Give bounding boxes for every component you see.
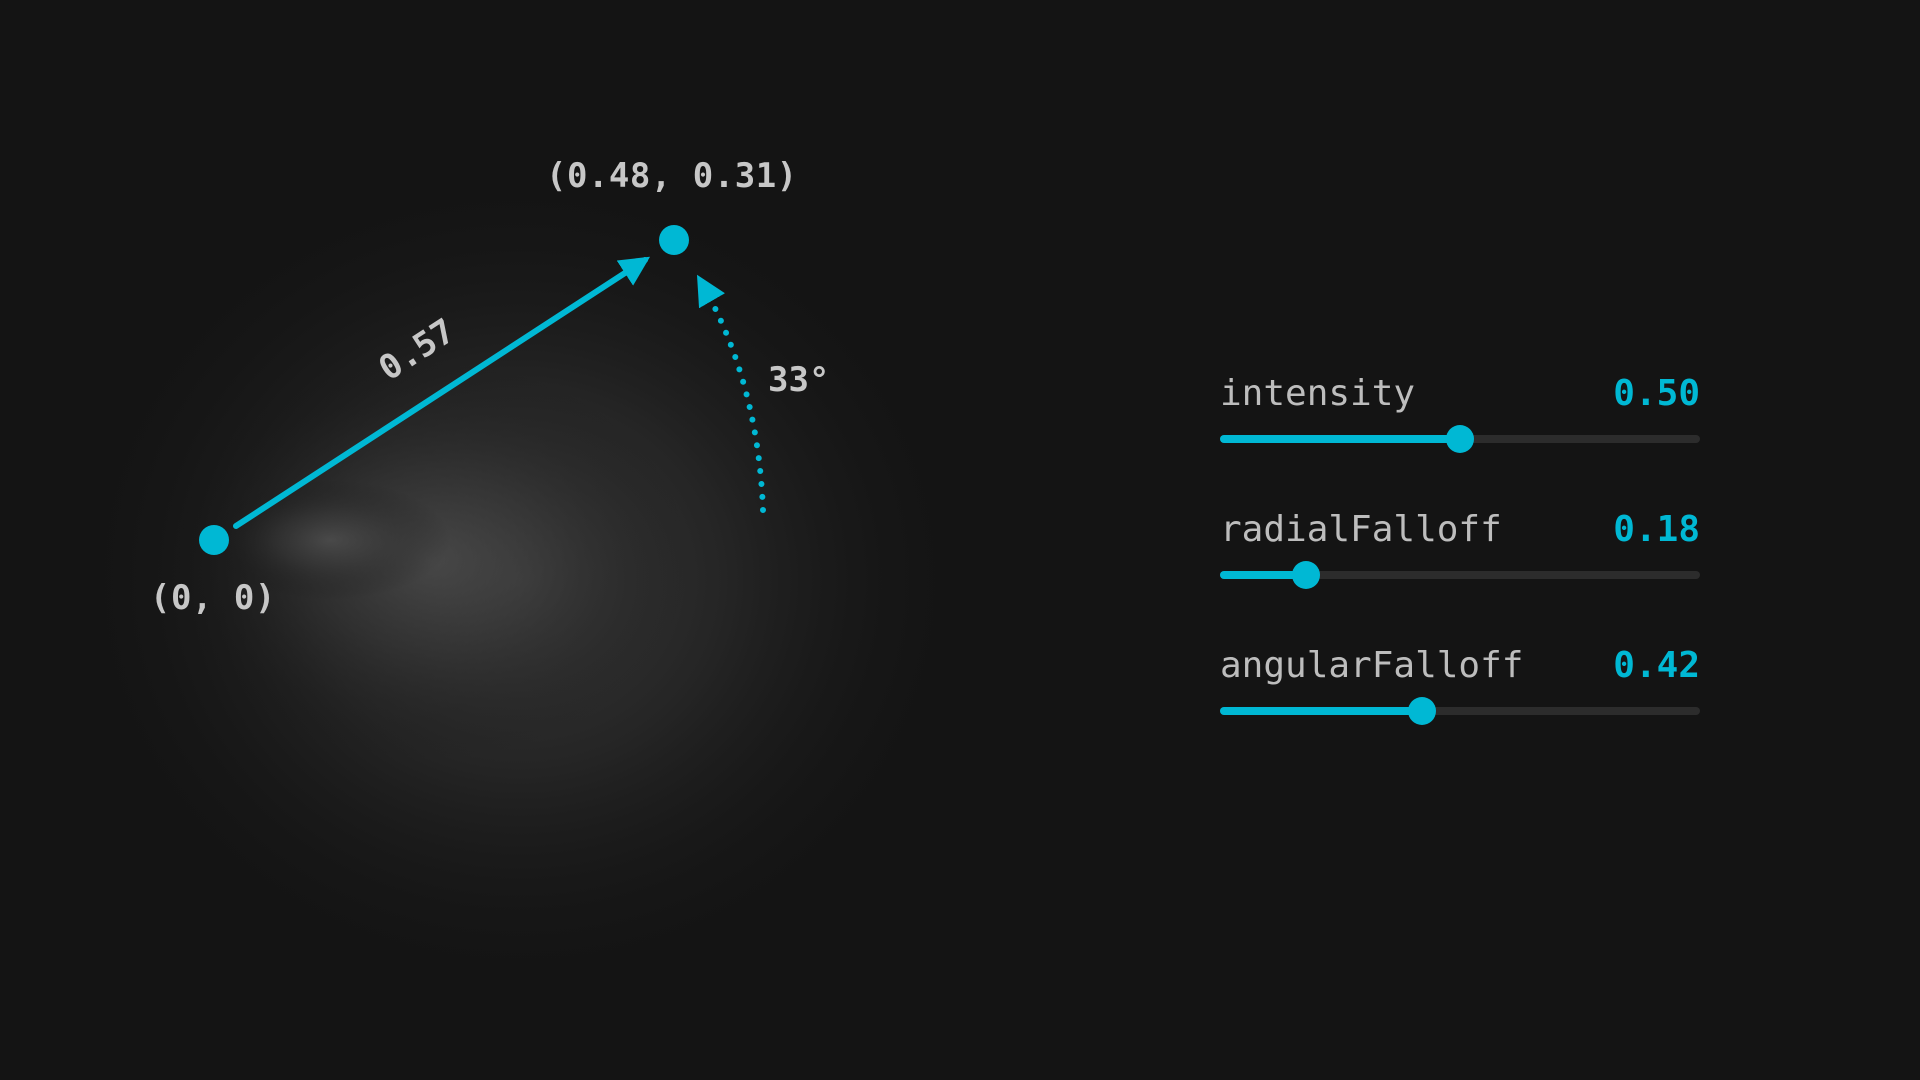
radial-falloff-slider-thumb[interactable] (1292, 561, 1321, 589)
radial-falloff-label: radialFalloff (1220, 509, 1502, 550)
angular-falloff-slider-fill (1220, 707, 1422, 715)
angle-value-label: 33° (768, 360, 830, 400)
intensity-label: intensity (1220, 373, 1416, 414)
intensity-control: intensity 0.50 (1220, 372, 1700, 508)
origin-handle[interactable] (199, 525, 229, 555)
radial-falloff-slider-fill (1220, 571, 1307, 579)
angular-falloff-slider[interactable] (1220, 697, 1700, 725)
intensity-slider-thumb[interactable] (1446, 425, 1474, 453)
radial-falloff-value: 0.18 (1613, 509, 1700, 550)
angular-falloff-label: angularFalloff (1220, 645, 1524, 686)
radial-falloff-control: radialFalloff 0.18 (1220, 508, 1700, 644)
angular-falloff-slider-thumb[interactable] (1407, 697, 1436, 725)
intensity-slider[interactable] (1220, 425, 1700, 453)
target-coordinate-label: (0.48, 0.31) (546, 156, 798, 196)
intensity-value: 0.50 (1613, 373, 1700, 414)
intensity-slider-fill (1220, 435, 1460, 443)
angular-falloff-control: angularFalloff 0.42 (1220, 644, 1700, 780)
light-falloff-glow (60, 160, 980, 1000)
radial-falloff-slider[interactable] (1220, 561, 1700, 589)
angular-falloff-value: 0.42 (1613, 645, 1700, 686)
target-handle[interactable] (659, 225, 689, 255)
length-vector-arrow (233, 256, 651, 529)
origin-coordinate-label: (0, 0) (150, 578, 276, 618)
light-parameter-panel: intensity 0.50 radialFalloff 0.18 angula… (1220, 372, 1700, 780)
